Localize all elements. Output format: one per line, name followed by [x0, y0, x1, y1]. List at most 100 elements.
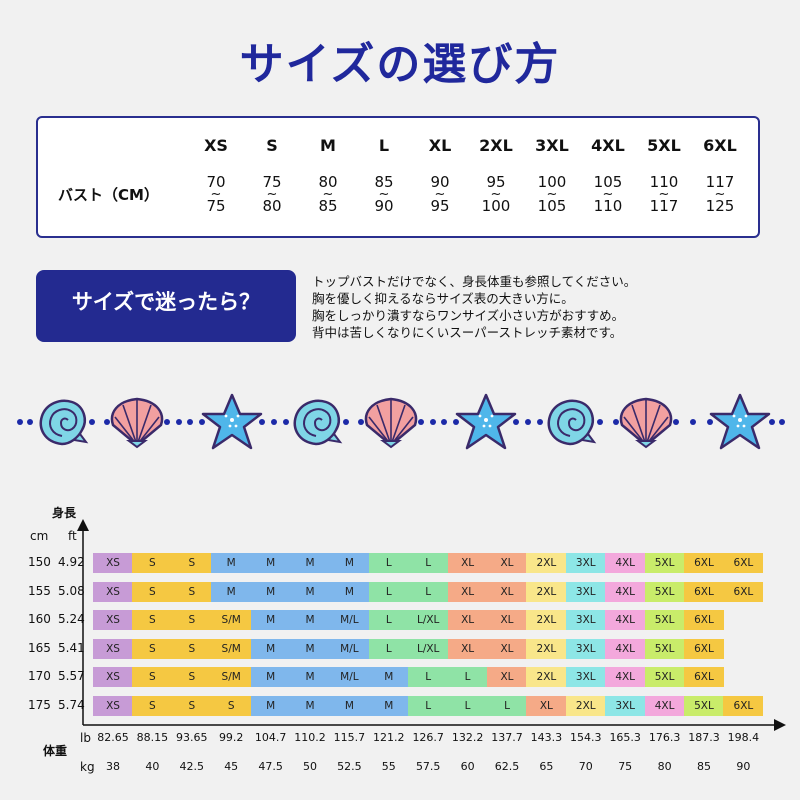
size-cell: M — [290, 638, 330, 659]
decor-dot — [707, 419, 713, 425]
size-cell: M — [329, 695, 370, 716]
decor-dot — [673, 419, 679, 425]
x-tick-kg: 90 — [736, 760, 751, 773]
advice-line-1: トップバストだけでなく、身長体重も参照してください。 — [312, 274, 637, 289]
size-cell: 5XL — [644, 638, 685, 659]
size-cell: L — [447, 695, 488, 716]
size-cell: S/M — [211, 667, 252, 687]
size-cell: M — [329, 553, 370, 573]
decor-dot — [283, 419, 289, 425]
size-cell: 6XL — [723, 581, 764, 602]
size-cell: S — [171, 667, 212, 687]
bust-range-low: 105 — [593, 173, 623, 191]
x-tick-kg: 70 — [578, 760, 593, 773]
size-cell: S — [211, 695, 252, 716]
size-cell: M — [250, 581, 291, 602]
size-cell: L — [368, 610, 409, 630]
x-tick-lb: 110.2 — [294, 731, 326, 744]
size-cell: L — [408, 695, 449, 716]
size-cell: 6XL — [684, 638, 724, 659]
x-tick-kg: 75 — [618, 760, 633, 773]
size-cell: S — [132, 638, 173, 659]
decor-dot — [597, 419, 603, 425]
size-cell: 2XL — [565, 695, 606, 716]
size-cell: S — [132, 553, 173, 573]
size-cell: 6XL — [684, 553, 724, 573]
size-cell: 6XL — [723, 553, 764, 573]
size-cell: XL — [526, 695, 567, 716]
size-cell: L — [408, 553, 449, 573]
bust-size-table — [36, 116, 760, 238]
bust-range-low: 70 — [206, 173, 226, 191]
bust-range-tilde: ~ — [714, 187, 726, 202]
size-cell: S — [171, 581, 212, 602]
size-cell: 5XL — [684, 695, 724, 716]
size-cell: 3XL — [565, 581, 606, 602]
size-cell: M — [329, 581, 370, 602]
x-tick-kg: 60 — [460, 760, 475, 773]
bust-range-high: 95 — [430, 197, 450, 215]
size-cell: XL — [487, 610, 527, 630]
size-cell: XS — [93, 667, 133, 687]
bust-range-low: 110 — [649, 173, 679, 191]
x-tick-lb: 115.7 — [333, 731, 366, 744]
size-cell: M — [250, 667, 291, 687]
bust-range-low: 80 — [318, 173, 338, 191]
y-tick-cm: 160 — [28, 612, 51, 626]
scallop-icon — [105, 395, 169, 453]
bust-range-high: 100 — [481, 197, 511, 215]
x-tick-kg: 55 — [381, 760, 396, 773]
size-cell: 3XL — [565, 638, 606, 659]
size-cell: M — [290, 610, 330, 630]
x-tick-lb: 165.3 — [609, 731, 641, 744]
bust-range-high: 125 — [705, 197, 735, 215]
size-cell: XS — [93, 695, 133, 716]
x-tick-lb: 99.2 — [218, 731, 244, 744]
bust-range-low: 100 — [537, 173, 567, 191]
decor-dot — [199, 419, 205, 425]
size-cell: S — [132, 695, 173, 716]
decor-dot — [537, 419, 543, 425]
decor-dot — [613, 419, 619, 425]
size-cell: M — [290, 695, 330, 716]
size-cell: 4XL — [605, 553, 646, 573]
y-tick-ft: 5.57 — [58, 669, 85, 683]
y-tick-ft: 5.41 — [58, 640, 85, 655]
bust-size-header: 5XL — [647, 136, 681, 155]
decor-dot — [164, 419, 170, 425]
x-tick-lb: 126.7 — [412, 731, 444, 744]
size-cell: XS — [93, 581, 133, 602]
size-cell: XL — [447, 610, 488, 630]
x-tick-kg: 57.5 — [415, 760, 441, 773]
x-unit-lb: lb — [80, 731, 91, 745]
size-cell: 2XL — [526, 667, 567, 687]
size-cell: 5XL — [644, 667, 685, 687]
size-cell: XS — [93, 553, 133, 573]
y-unit-ft: ft — [68, 529, 77, 543]
y-tick-cm: 150 — [28, 555, 51, 569]
size-cell: 4XL — [605, 638, 646, 659]
size-cell: M — [211, 553, 252, 573]
size-cell: 4XL — [605, 581, 646, 602]
size-cell: XS — [93, 638, 133, 659]
bust-size-header: L — [378, 136, 390, 155]
x-tick-lb: 104.7 — [254, 731, 287, 744]
x-tick-kg: 47.5 — [258, 760, 283, 773]
size-cell: S — [171, 610, 212, 630]
size-cell: S — [132, 610, 173, 630]
x-tick-lb: 121.2 — [373, 731, 405, 744]
size-cell: S/M — [211, 638, 252, 659]
y-tick-cm: 170 — [28, 669, 51, 683]
size-cell: 6XL — [684, 610, 724, 630]
x-tick-lb: 198.4 — [727, 731, 760, 744]
bust-size-header: XL — [428, 136, 452, 155]
size-cell: L — [368, 553, 409, 573]
advice-line-2: 胸を優しく抑えるならサイズ表の大きい方に。 — [312, 291, 574, 306]
size-cell: M — [250, 638, 291, 659]
size-cell: L — [447, 667, 488, 687]
size-cell: 4XL — [644, 695, 685, 716]
advice-heading: サイズで迷ったら？ — [71, 289, 261, 314]
bust-size-header: 2XL — [479, 136, 513, 155]
y-tick-ft: 5.24 — [58, 612, 85, 626]
size-cell: 3XL — [565, 610, 606, 630]
